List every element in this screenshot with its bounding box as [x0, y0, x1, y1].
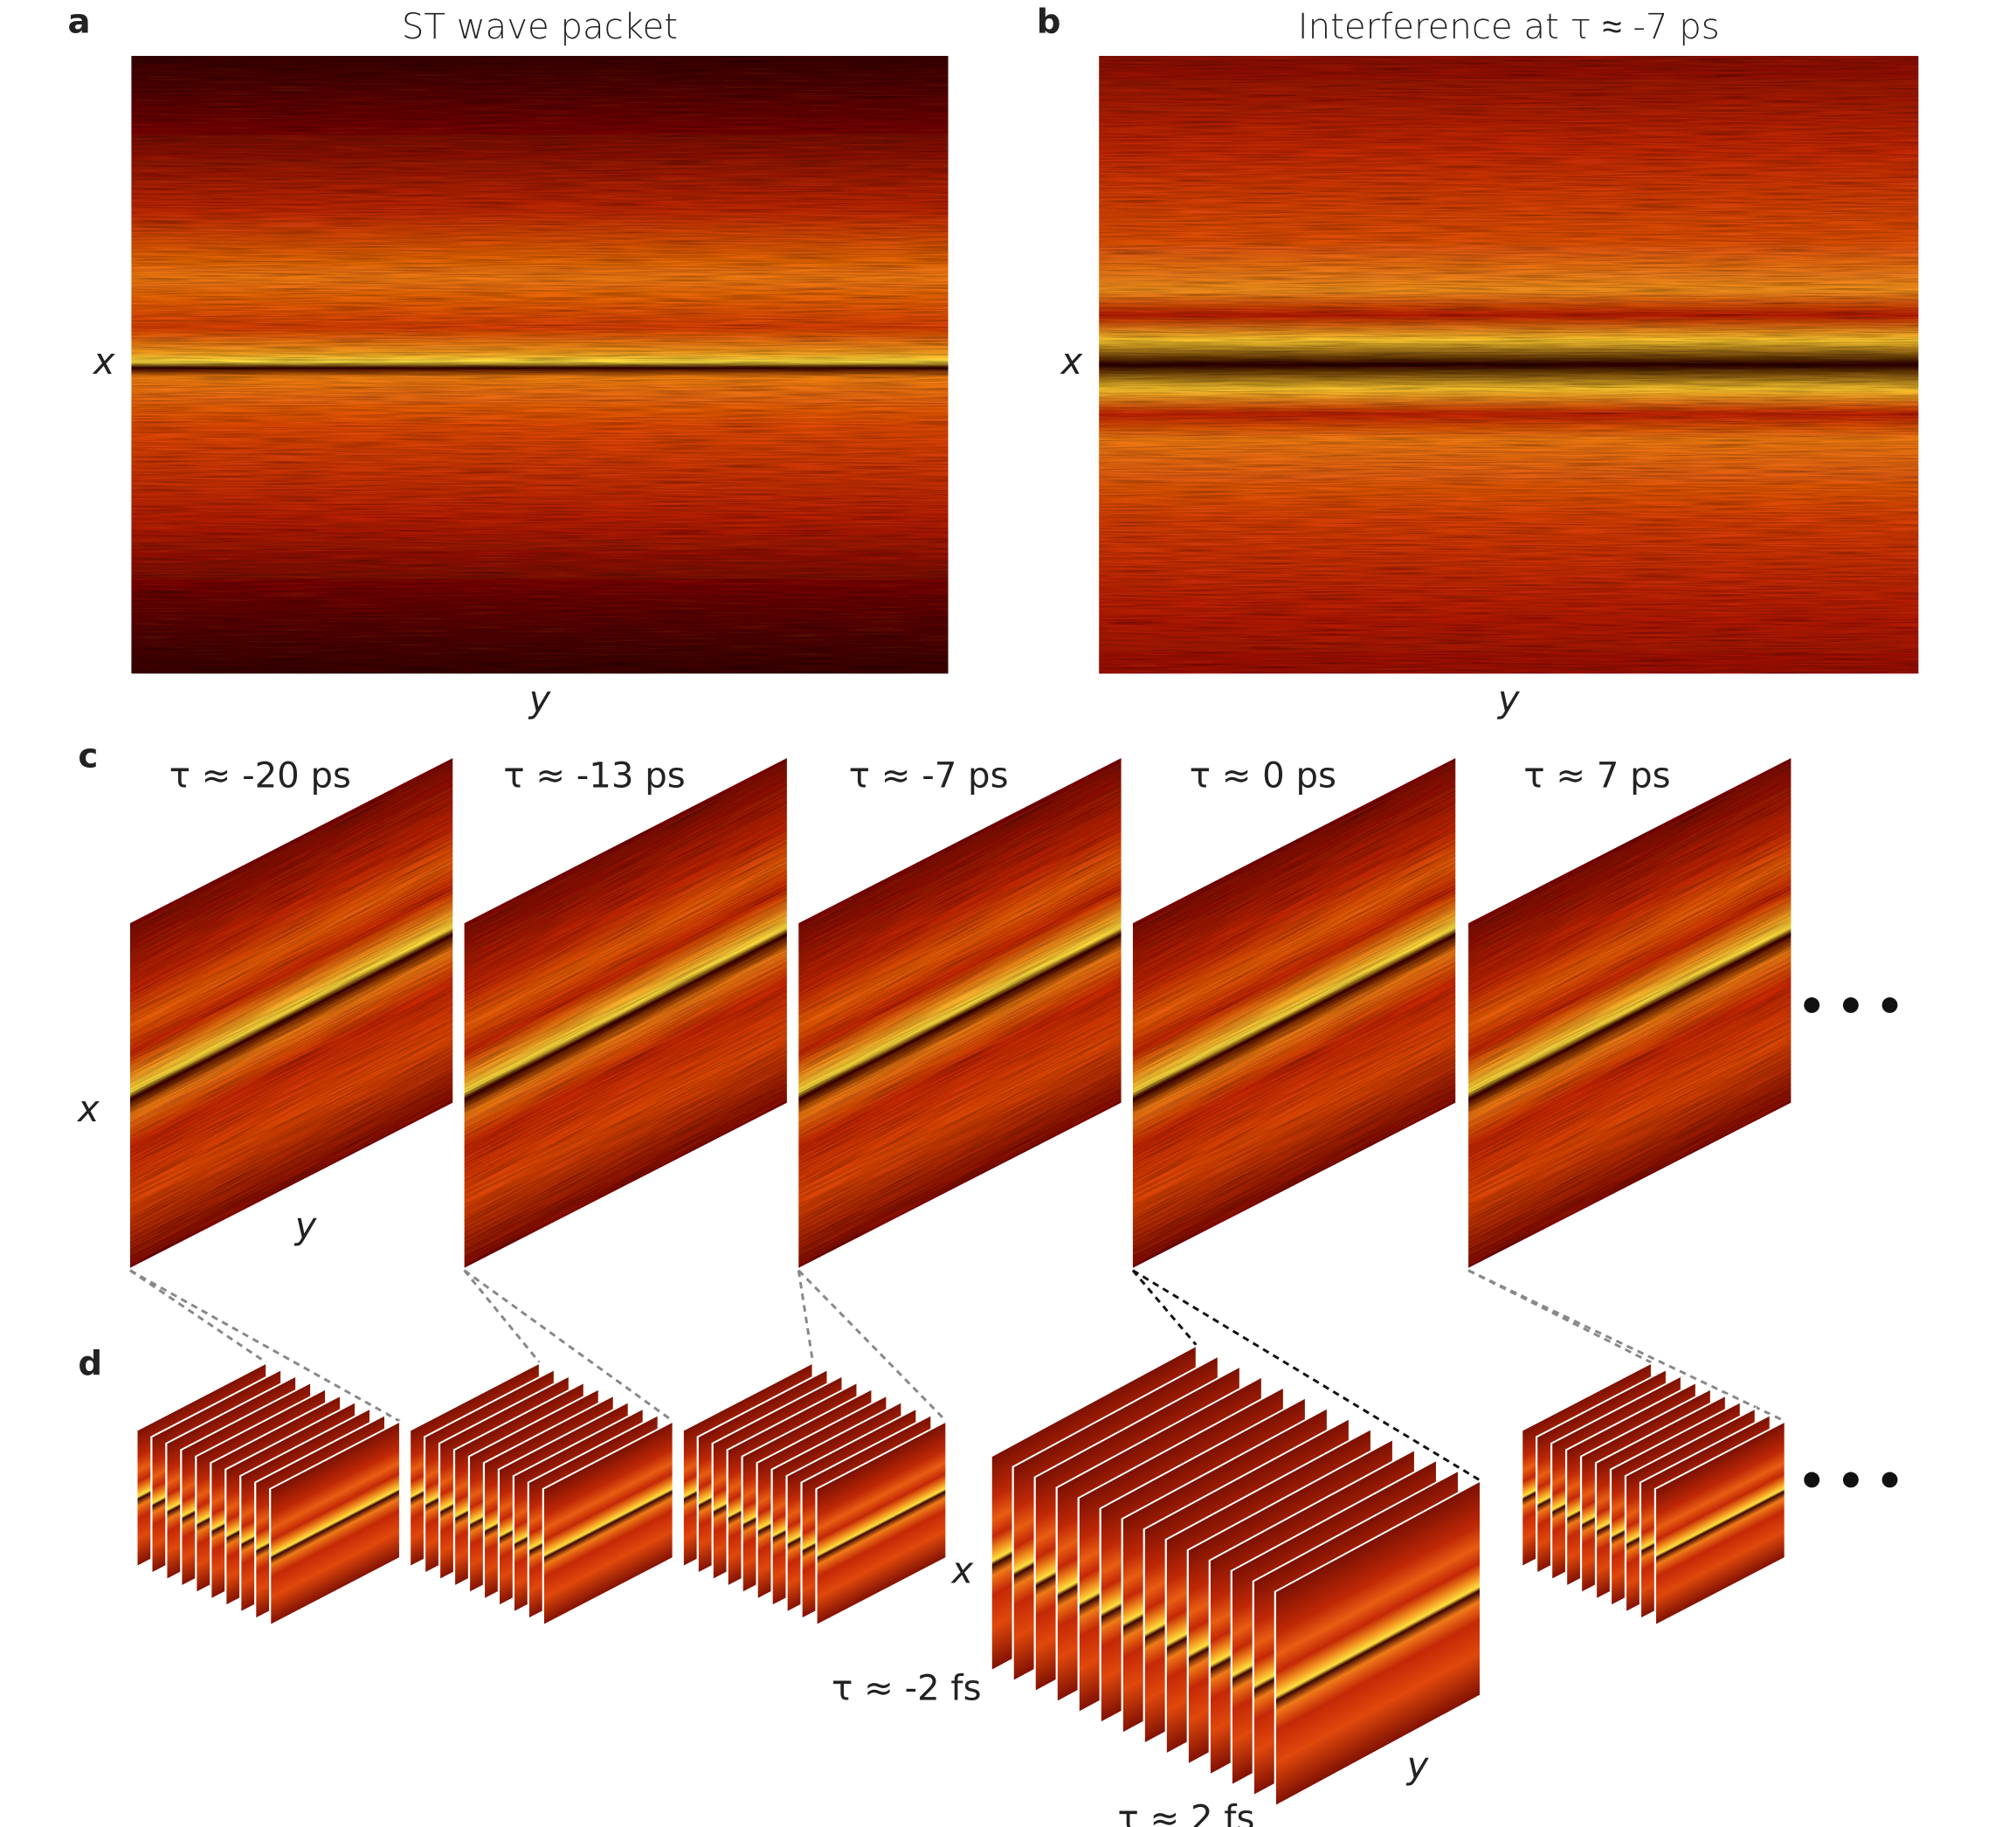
connector: [797, 1269, 948, 1423]
panel-label: a: [67, 2, 90, 41]
delay-label: τ ≈ 0 ps: [1190, 755, 1336, 796]
slice-image: [1274, 1479, 1482, 1808]
delay-label: τ ≈ -20 ps: [169, 755, 351, 796]
panel-title: ST wave packet: [402, 7, 678, 47]
panel-title: Interference at τ ≈ -7 ps: [1298, 7, 1720, 47]
axis-label: y: [1405, 1744, 1430, 1787]
frame-image: [798, 758, 1122, 1268]
slice-image: [815, 1419, 948, 1627]
frame-image: [129, 758, 453, 1268]
axis-label: y: [528, 678, 552, 720]
delay-label: τ ≈ -2 fs: [832, 1669, 981, 1709]
panel-label: d: [78, 1344, 102, 1383]
image: [131, 56, 949, 674]
frame-image: [1132, 758, 1456, 1268]
panel-label: c: [78, 737, 98, 776]
frames: [129, 758, 1792, 1268]
axis-label: x: [76, 1087, 100, 1130]
ellipsis: [1804, 1472, 1898, 1488]
connector: [1467, 1269, 1653, 1364]
axis-label: y: [293, 1204, 318, 1247]
frame-image: [1468, 758, 1792, 1268]
axis-label: x: [950, 1549, 975, 1592]
connectors: [129, 1269, 1786, 1482]
stacks: [135, 1343, 1786, 1808]
connector: [463, 1269, 674, 1423]
connector: [797, 1270, 815, 1363]
slice-image: [269, 1419, 402, 1627]
connector: [463, 1269, 542, 1364]
axis-label: y: [1496, 678, 1521, 720]
slice-image: [542, 1419, 674, 1627]
connector: [1131, 1269, 1198, 1347]
frame-image: [464, 758, 787, 1268]
panel-label: b: [1037, 2, 1061, 41]
connector: [129, 1269, 268, 1364]
delay-label: τ ≈ -13 ps: [503, 755, 685, 796]
delay-label: τ ≈ 7 ps: [1523, 755, 1670, 796]
connector: [1132, 1269, 1481, 1482]
ellipsis: [1804, 997, 1898, 1013]
delay-label: τ ≈ 2 fs: [1118, 1799, 1255, 1827]
slice-image: [1654, 1419, 1786, 1627]
axis-label: x: [1060, 340, 1084, 383]
delay-label: τ ≈ -7 ps: [849, 755, 1009, 796]
connector: [129, 1269, 401, 1423]
axis-label: x: [92, 340, 116, 383]
image: [1099, 56, 1919, 674]
